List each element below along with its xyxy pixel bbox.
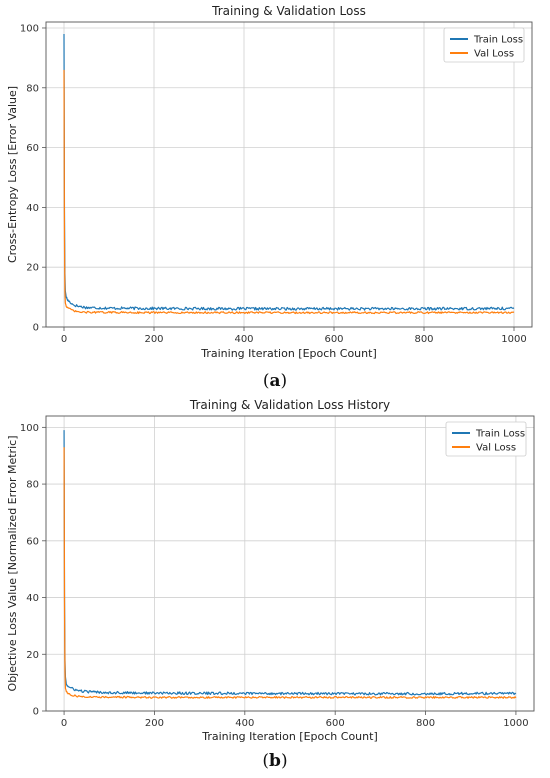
x-tick-label: 0 xyxy=(61,718,67,729)
caption-b: (b) xyxy=(262,751,287,771)
y-tick-label: 80 xyxy=(26,83,39,94)
y-tick-label: 20 xyxy=(26,263,39,274)
x-tick-label: 600 xyxy=(324,334,343,345)
chart-title: Training & Validation Loss xyxy=(211,4,366,18)
plot-area xyxy=(46,22,532,327)
x-tick-label: 800 xyxy=(414,334,433,345)
series-line-train-loss xyxy=(63,430,517,696)
y-tick-label: 20 xyxy=(26,650,39,661)
x-axis-label: Training Iteration [Epoch Count] xyxy=(201,730,377,743)
x-tick-label: 600 xyxy=(326,718,345,729)
legend-label-train-loss: Train Loss xyxy=(473,35,523,46)
y-tick-label: 100 xyxy=(20,23,39,34)
x-tick-label: 1000 xyxy=(503,718,528,729)
legend-label-val-loss: Val Loss xyxy=(476,443,516,454)
y-tick-label: 60 xyxy=(26,143,39,154)
chart-title: Training & Validation Loss History xyxy=(189,398,390,412)
plot-area xyxy=(46,416,534,711)
y-tick-label: 60 xyxy=(26,536,39,547)
y-tick-label: 40 xyxy=(26,593,39,604)
y-tick-label: 0 xyxy=(33,323,39,334)
x-tick-label: 400 xyxy=(235,718,254,729)
x-tick-label: 400 xyxy=(234,334,253,345)
y-axis-label: Cross-Entropy Loss [Error Value] xyxy=(6,86,19,263)
x-tick-label: 800 xyxy=(416,718,435,729)
x-tick-label: 200 xyxy=(145,718,164,729)
legend-label-val-loss: Val Loss xyxy=(474,49,514,60)
y-tick-label: 100 xyxy=(20,423,39,434)
series-line-train-loss xyxy=(63,33,515,311)
caption-a: (a) xyxy=(263,371,287,391)
x-tick-label: 0 xyxy=(61,334,67,345)
x-tick-label: 200 xyxy=(144,334,163,345)
series-line-val-loss xyxy=(63,69,515,315)
plot-frame xyxy=(45,21,533,328)
legend: Train Loss Val Loss xyxy=(445,421,527,457)
y-axis-label: Objective Loss Value [Normalized Error M… xyxy=(6,436,19,692)
plot-frame xyxy=(45,415,535,712)
chart-b: 0 200 400 600 800 1000 0 20 40 60 80 100 Training & … xyxy=(6,398,535,743)
legend: Train Loss Val Loss xyxy=(443,27,525,63)
x-tick-label: 1000 xyxy=(501,334,526,345)
legend-label-train-loss: Train Loss xyxy=(475,429,525,440)
y-tick-label: 0 xyxy=(33,707,39,718)
chart-a: 0 200 400 600 800 1000 0 20 40 60 80 100 Training & … xyxy=(6,4,533,360)
x-axis-label: Training Iteration [Epoch Count] xyxy=(200,347,376,360)
y-tick-label: 80 xyxy=(26,480,39,491)
y-tick-label: 40 xyxy=(26,203,39,214)
series-line-val-loss xyxy=(63,447,517,699)
